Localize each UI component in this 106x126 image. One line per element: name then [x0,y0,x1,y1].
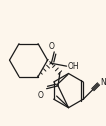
Text: N: N [100,78,106,87]
Text: O: O [48,42,54,51]
Text: OH: OH [68,62,79,71]
Text: O: O [38,91,44,100]
